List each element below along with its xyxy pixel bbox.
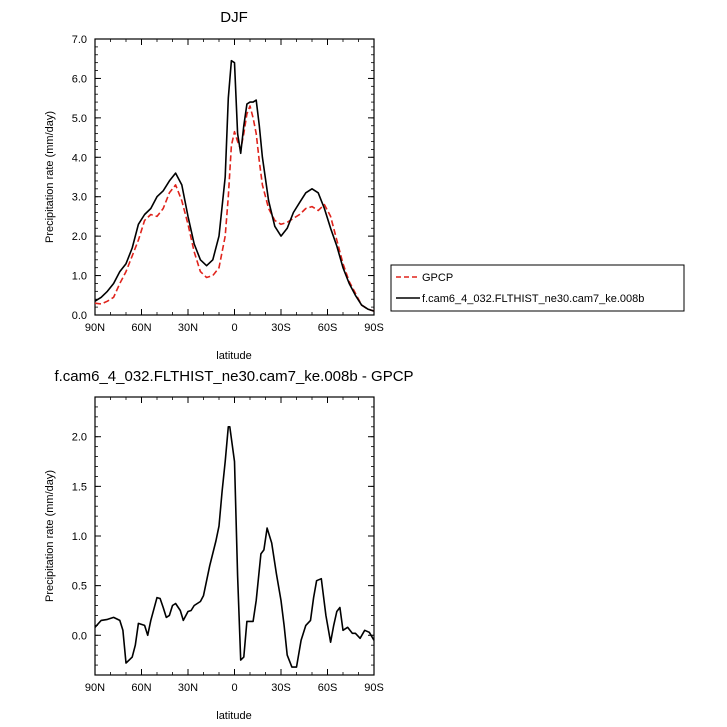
x-tick-label: 90S (364, 682, 384, 694)
panel2-x-ticks (94, 397, 375, 675)
y-tick-label: 0.5 (72, 581, 87, 593)
panel1-y-axis-label: Precipitation rate (mm/day) (44, 111, 56, 243)
legend-label-model: f.cam6_4_032.FLTHIST_ne30.cam7_ke.008b (422, 293, 644, 305)
series-line-model (94, 59, 375, 312)
series-line-gpcp (94, 105, 375, 312)
y-tick-label: 1.5 (72, 481, 87, 493)
panel1-x-ticks (94, 39, 375, 315)
legend: GPCP f.cam6_4_032.FLTHIST_ne30.cam7_ke.0… (390, 264, 685, 312)
y-tick-label: 7.0 (72, 34, 87, 46)
legend-box (390, 264, 685, 312)
panel2-y-axis-label: Precipitation rate (mm/day) (44, 470, 56, 602)
legend-label-gpcp: GPCP (422, 272, 453, 284)
panel2-title: f.cam6_4_032.FLTHIST_ne30.cam7_ke.008b -… (54, 368, 413, 385)
panel2-y-ticks (95, 396, 374, 676)
x-tick-label: 60N (131, 682, 151, 694)
x-tick-label: 60N (131, 322, 151, 334)
x-tick-label: 0 (231, 682, 237, 694)
x-tick-label: 60S (318, 322, 338, 334)
panel1-title: DJF (220, 9, 248, 26)
y-tick-label: 4.0 (72, 152, 87, 164)
panel1-y-ticks (95, 38, 374, 316)
y-tick-label: 0.0 (72, 630, 87, 642)
x-tick-label: 30N (178, 682, 198, 694)
y-tick-label: 1.0 (72, 531, 87, 543)
series-line-difference (94, 426, 375, 668)
y-tick-label: 3.0 (72, 192, 87, 204)
x-tick-label: 30S (271, 682, 291, 694)
x-tick-label: 90S (364, 322, 384, 334)
y-tick-label: 6.0 (72, 73, 87, 85)
panel2-x-axis-label: latitude (216, 710, 251, 722)
panel2-x-tick-labels: 90N 60N 30N 0 30S 60S 90S (85, 682, 384, 694)
x-tick-label: 90N (85, 322, 105, 334)
panel-djf: DJF 0.0 1.0 2.0 3.0 4.0 5.0 6.0 7.0 90N … (44, 9, 384, 362)
y-tick-label: 1.0 (72, 271, 87, 283)
panel1-y-tick-labels: 0.0 1.0 2.0 3.0 4.0 5.0 6.0 7.0 (72, 34, 87, 322)
x-tick-label: 0 (231, 322, 237, 334)
panel2-y-tick-labels: 0.0 0.5 1.0 1.5 2.0 (72, 432, 87, 643)
y-tick-label: 2.0 (72, 432, 87, 444)
y-tick-label: 2.0 (72, 231, 87, 243)
panel1-x-tick-labels: 90N 60N 30N 0 30S 60S 90S (85, 322, 384, 334)
x-tick-label: 30S (271, 322, 291, 334)
y-tick-label: 0.0 (72, 310, 87, 322)
x-tick-label: 30N (178, 322, 198, 334)
y-tick-label: 5.0 (72, 113, 87, 125)
x-tick-label: 90N (85, 682, 105, 694)
x-tick-label: 60S (318, 682, 338, 694)
panel-difference: f.cam6_4_032.FLTHIST_ne30.cam7_ke.008b -… (44, 368, 414, 722)
panel1-x-axis-label: latitude (216, 350, 251, 362)
